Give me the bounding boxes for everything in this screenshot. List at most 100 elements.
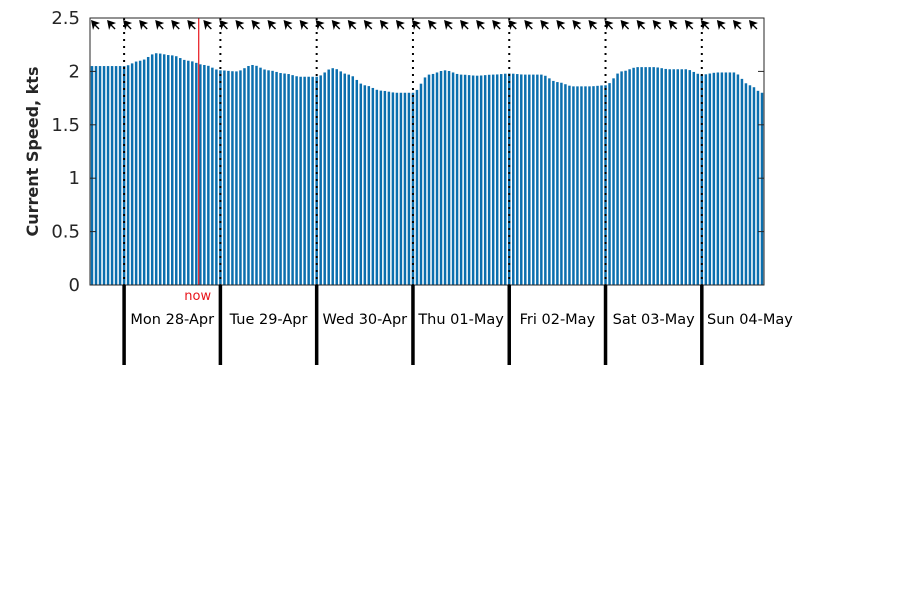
bar bbox=[243, 68, 246, 285]
bar bbox=[287, 74, 290, 286]
bar bbox=[323, 72, 326, 285]
arrow-head bbox=[444, 20, 454, 30]
bar bbox=[223, 70, 226, 286]
bar bbox=[387, 91, 391, 285]
bar bbox=[110, 66, 114, 285]
direction-arrow bbox=[476, 20, 486, 30]
bar bbox=[556, 82, 559, 285]
y-tick-label: 2.5 bbox=[51, 8, 80, 29]
direction-arrow bbox=[572, 20, 582, 30]
direction-arrow bbox=[652, 20, 662, 30]
direction-arrow bbox=[379, 20, 389, 30]
arrow-head bbox=[395, 20, 405, 30]
bar bbox=[379, 90, 383, 286]
y-tick-label: 1 bbox=[69, 168, 80, 189]
bar bbox=[383, 90, 387, 285]
bar bbox=[283, 73, 286, 285]
bar bbox=[612, 78, 615, 285]
direction-arrow bbox=[556, 20, 566, 30]
direction-arrow bbox=[540, 20, 550, 30]
y-axis-label: Current Speed, kts bbox=[23, 67, 42, 237]
bar bbox=[211, 67, 214, 285]
bar bbox=[415, 89, 419, 285]
bar bbox=[584, 86, 587, 286]
direction-arrow bbox=[444, 20, 454, 30]
arrow-head bbox=[203, 20, 213, 30]
bar bbox=[576, 86, 579, 286]
bar bbox=[720, 72, 724, 285]
bar bbox=[331, 68, 334, 285]
bar bbox=[150, 54, 154, 285]
arrow-head bbox=[508, 20, 518, 30]
bar bbox=[146, 56, 150, 286]
y-tick-label: 1.5 bbox=[51, 115, 80, 136]
bar bbox=[580, 86, 583, 286]
bar bbox=[203, 64, 206, 285]
bar bbox=[628, 69, 631, 285]
arrow-head bbox=[588, 20, 598, 30]
arrow-head bbox=[748, 20, 758, 30]
bar bbox=[704, 74, 708, 285]
bar bbox=[520, 74, 523, 285]
bar bbox=[231, 71, 234, 285]
bar bbox=[407, 92, 411, 285]
bar bbox=[568, 85, 571, 285]
arrow-head bbox=[155, 20, 165, 30]
direction-arrow bbox=[395, 20, 405, 30]
bar bbox=[247, 65, 250, 285]
bar bbox=[335, 69, 338, 285]
bar bbox=[756, 90, 760, 285]
day-label: Fri 02-May bbox=[520, 312, 596, 328]
direction-arrow bbox=[636, 20, 646, 30]
day-label: Wed 30-Apr bbox=[322, 312, 407, 328]
bar bbox=[608, 83, 611, 285]
bar bbox=[327, 69, 330, 285]
bar bbox=[138, 60, 142, 285]
arrow-head bbox=[107, 20, 117, 30]
bar bbox=[134, 61, 138, 285]
bar bbox=[696, 73, 700, 285]
bar bbox=[656, 67, 659, 285]
bar bbox=[94, 66, 98, 285]
bar bbox=[708, 73, 712, 285]
bar bbox=[512, 73, 515, 285]
bar bbox=[154, 53, 158, 285]
bar bbox=[199, 64, 202, 286]
arrow-head bbox=[91, 20, 101, 30]
arrow-head bbox=[187, 20, 197, 30]
bar bbox=[90, 66, 94, 285]
bar bbox=[728, 72, 732, 285]
bar bbox=[692, 71, 696, 286]
bar bbox=[219, 70, 222, 285]
bar bbox=[455, 73, 459, 286]
bar bbox=[463, 74, 467, 285]
bar bbox=[471, 75, 475, 285]
arrow-head bbox=[315, 20, 325, 30]
bar bbox=[688, 70, 692, 285]
arrow-head bbox=[716, 20, 726, 30]
bar bbox=[227, 70, 230, 285]
bar bbox=[347, 74, 351, 285]
bar bbox=[624, 70, 627, 285]
direction-arrow bbox=[748, 20, 758, 30]
bar bbox=[560, 82, 563, 285]
bar bbox=[255, 65, 258, 285]
bar bbox=[604, 85, 607, 285]
bar bbox=[142, 59, 146, 285]
bar bbox=[195, 62, 198, 285]
bar bbox=[495, 74, 499, 285]
arrow-head bbox=[235, 20, 245, 30]
bar bbox=[435, 72, 439, 285]
bar bbox=[676, 69, 679, 285]
direction-arrow bbox=[299, 20, 309, 30]
direction-arrow bbox=[732, 20, 742, 30]
direction-arrow bbox=[203, 20, 213, 30]
bar bbox=[552, 80, 555, 286]
direction-arrow bbox=[139, 20, 149, 30]
arrow-head bbox=[363, 20, 373, 30]
direction-arrow bbox=[524, 20, 534, 30]
bar bbox=[279, 73, 282, 286]
bar bbox=[467, 75, 471, 285]
bar bbox=[162, 54, 166, 286]
bar bbox=[668, 69, 671, 285]
